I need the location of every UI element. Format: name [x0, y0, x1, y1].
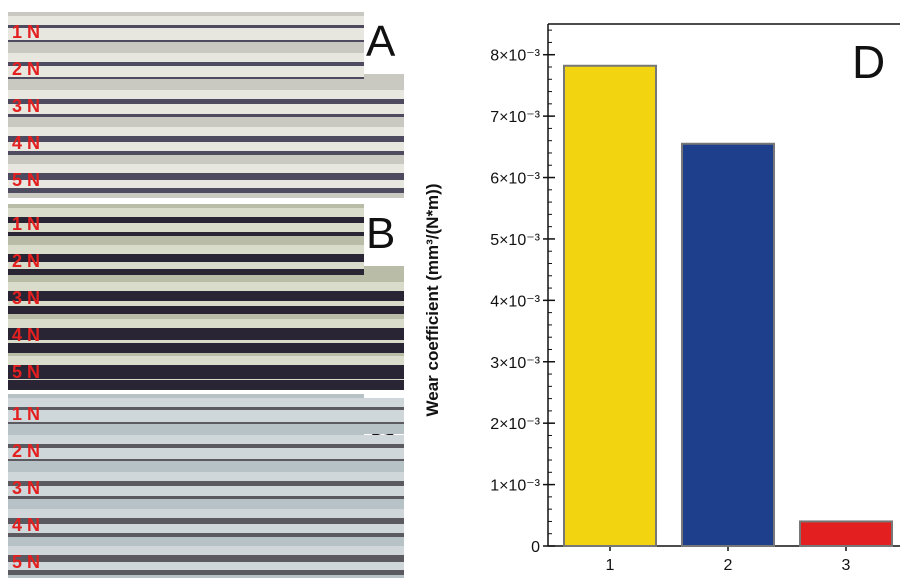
wear-track: [8, 356, 404, 390]
wear-track: [8, 472, 404, 508]
y-tick-label: 3×10⁻³: [490, 355, 540, 372]
wear-track: [8, 509, 404, 545]
track-load-label: 1 N: [12, 404, 41, 424]
panel-letter-a: A: [366, 17, 396, 66]
x-tick-label: 1: [606, 557, 615, 574]
x-tick-label: 2: [724, 557, 733, 574]
panel-letter-d: D: [852, 36, 885, 88]
track-load-label: 3 N: [12, 96, 41, 116]
track-load-label: 5 N: [12, 170, 41, 190]
wear-track: [8, 164, 404, 198]
track-load-label: 2 N: [12, 59, 41, 79]
track-load-label: 1 N: [12, 22, 41, 42]
track-load-label: 4 N: [12, 325, 41, 345]
track-load-label: 5 N: [12, 362, 41, 382]
micrograph-panel-c: C 1 N2 N3 N4 N5 N: [8, 394, 404, 578]
track-load-label: 3 N: [12, 288, 41, 308]
micrograph-panel-a: A 1 N 2 N 3 N 4 N 5 N: [8, 12, 404, 198]
micrograph-panel-b: B 1 N 2 N 3 N 4 N 5 N: [8, 204, 404, 390]
x-tick-label: 3: [842, 557, 851, 574]
track-load-label: 5 N: [12, 552, 41, 572]
y-tick-label: 1×10⁻³: [490, 478, 540, 495]
y-tick-label: 0: [531, 539, 540, 556]
y-tick-label: 5×10⁻³: [490, 232, 540, 249]
y-tick-label: 2×10⁻³: [490, 416, 540, 433]
track-load-label: 3 N: [12, 478, 41, 498]
wear-track: [8, 245, 364, 281]
panel-letter-b: B: [366, 209, 396, 258]
chart-bars: [563, 64, 893, 548]
panel-letter-tile: [364, 12, 404, 74]
track-load-label: 4 N: [12, 515, 41, 535]
y-axis-title: Wear coefficient (mm³/(N*m)): [423, 184, 442, 417]
y-tick-label: 7×10⁻³: [490, 109, 540, 126]
wear-track: [8, 435, 404, 471]
chart-axes: 0 1×10⁻³ 2×10⁻³ 3×10⁻³ 4×10⁻³ 5×10⁻³ 6×10⁻³ 7×1…: [490, 23, 900, 574]
wear-track: [8, 319, 404, 355]
wear-track: [8, 53, 364, 89]
wear-track: [8, 16, 364, 52]
wear-track: [8, 90, 404, 126]
track-load-label: 1 N: [12, 214, 41, 234]
track-load-label: 4 N: [12, 133, 41, 153]
y-tick-label: 4×10⁻³: [490, 293, 540, 310]
panel-letter-tile: [364, 204, 404, 266]
track-load-label: 2 N: [12, 251, 41, 271]
wear-track: [8, 127, 404, 163]
bar-1: [563, 64, 657, 547]
wear-track: [8, 546, 404, 578]
bar-3: [799, 520, 893, 548]
track-load-label: 2 N: [12, 441, 41, 461]
bar-2: [681, 142, 775, 548]
y-tick-label: 8×10⁻³: [490, 48, 540, 65]
wear-track: [8, 208, 364, 244]
wear-coefficient-chart: 0 1×10⁻³ 2×10⁻³ 3×10⁻³ 4×10⁻³ 5×10⁻³ 6×10⁻³ 7×1…: [423, 23, 900, 574]
y-tick-label: 6×10⁻³: [490, 171, 540, 188]
wear-track: [8, 282, 404, 318]
wear-track: [8, 398, 404, 434]
